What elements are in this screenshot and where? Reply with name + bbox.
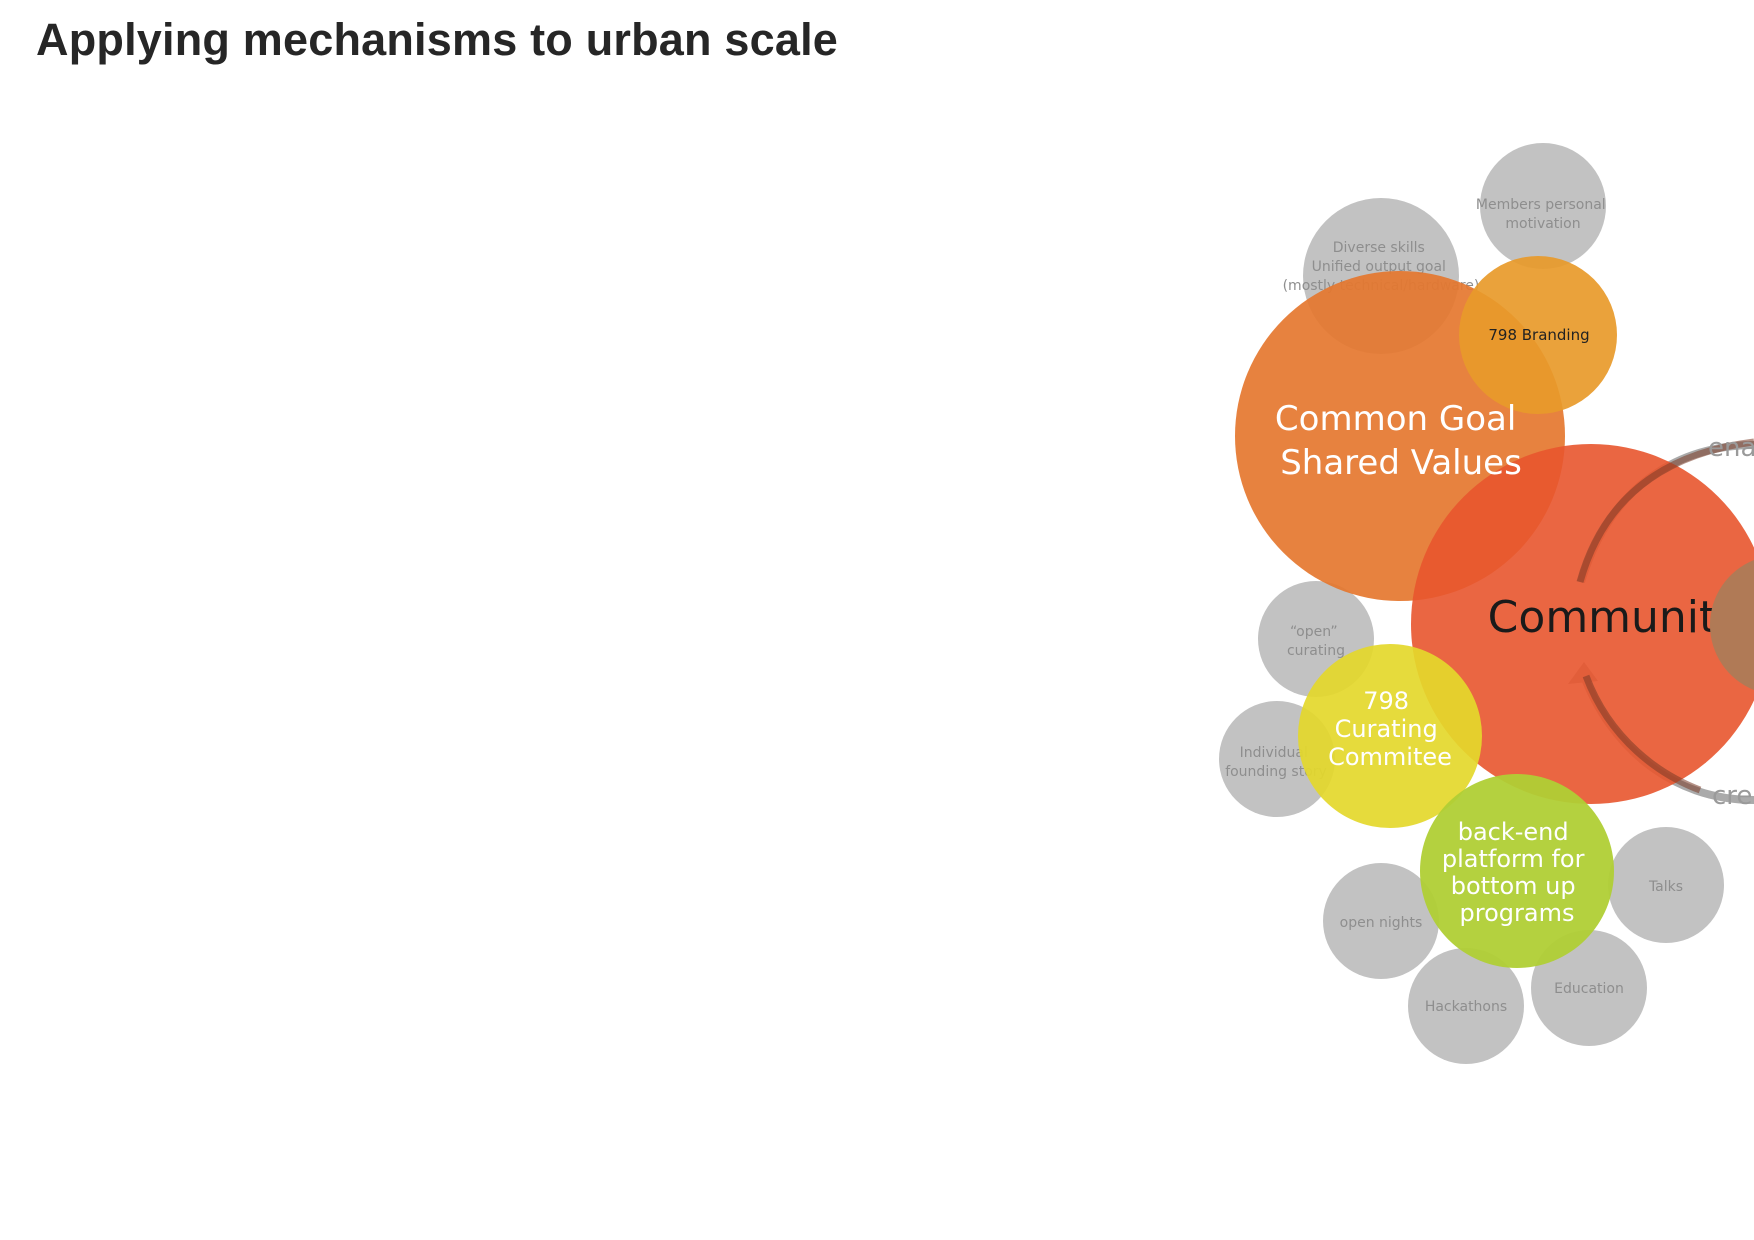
label-branding: 798 Branding [1488, 326, 1589, 344]
label-curating: 798 Curating Commitee [1328, 687, 1452, 771]
page-title: Applying mechanisms to urban scale [36, 14, 839, 65]
node-members-motivation [1480, 143, 1606, 269]
cycle-label-bottom: crea [1712, 781, 1754, 811]
node-hackathons [1408, 948, 1524, 1064]
secondary-nodes [1219, 143, 1724, 1064]
label-education: Education [1554, 981, 1624, 997]
cycle-label-top: ena [1708, 433, 1754, 463]
label-common-goal: Common Goal Shared Values [1275, 399, 1527, 483]
label-open-curating: “open” curating [1287, 624, 1345, 659]
label-hackathons: Hackathons [1425, 999, 1507, 1015]
label-talks: Talks [1648, 879, 1683, 895]
community-arc-lower [1582, 674, 1702, 794]
node-branding [1459, 256, 1617, 414]
node-talks [1608, 827, 1724, 943]
node-community [1411, 444, 1754, 804]
label-open-nights: open nights [1340, 915, 1423, 931]
node-offscreen-partial [1709, 560, 1754, 690]
label-members-motivation: Members personal motivation [1476, 197, 1610, 232]
node-curating [1298, 644, 1482, 828]
node-backend [1420, 774, 1614, 968]
label-individual-story: Individual founding story [1225, 745, 1327, 780]
label-community: Community [1488, 592, 1743, 643]
node-education [1531, 930, 1647, 1046]
label-backend: back-end platform for bottom up programs [1442, 818, 1592, 927]
node-open-nights [1323, 863, 1439, 979]
community-arc-upper [1576, 438, 1754, 583]
